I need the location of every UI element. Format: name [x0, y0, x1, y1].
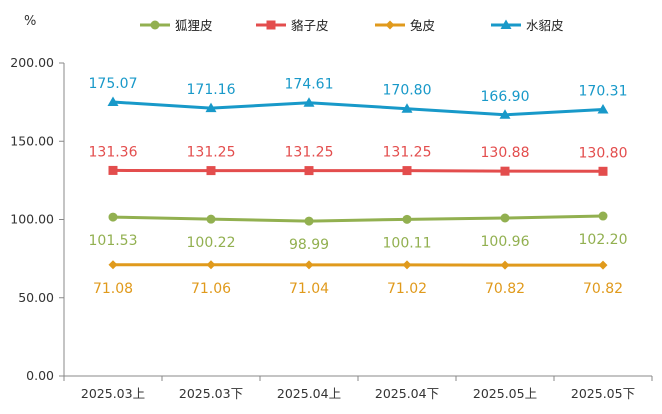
y-tick-label: 150.00 — [10, 133, 54, 148]
data-label: 100.22 — [187, 235, 236, 251]
data-label: 131.25 — [285, 145, 334, 161]
data-label: 102.20 — [579, 232, 628, 248]
legend-marker — [500, 19, 512, 29]
data-point — [500, 260, 510, 270]
data-point — [206, 260, 216, 270]
data-label: 170.31 — [579, 83, 628, 99]
data-label: 98.99 — [289, 237, 329, 253]
data-label: 100.11 — [383, 235, 432, 251]
data-label: 130.88 — [481, 145, 530, 161]
data-label: 70.82 — [485, 281, 525, 297]
x-tick-label: 2025.05下 — [571, 386, 635, 401]
data-label: 131.25 — [187, 145, 236, 161]
series-line — [112, 214, 604, 223]
data-label: 166.90 — [481, 89, 530, 105]
legend-marker — [385, 20, 395, 30]
data-point — [500, 213, 510, 223]
legend-entry-label: 貉子皮 — [291, 18, 329, 33]
legend-entry-label: 狐狸皮 — [175, 18, 213, 33]
data-point — [598, 260, 608, 270]
data-label: 70.82 — [583, 281, 623, 297]
x-tick-label: 2025.04下 — [375, 386, 439, 401]
axes: 0.00 50.00 100.00 150.00 200.00 2025.03上 2025.… — [10, 55, 653, 401]
data-point — [304, 260, 314, 270]
legend-marker — [266, 20, 276, 30]
y-tick-label: 100.00 — [10, 212, 54, 227]
data-point — [597, 103, 609, 114]
y-tick-label: 50.00 — [18, 290, 54, 305]
data-label: 175.07 — [89, 76, 138, 92]
data-point — [598, 211, 608, 221]
data-point — [499, 109, 511, 119]
data-point — [401, 103, 413, 113]
data-point — [108, 165, 118, 175]
data-point — [304, 166, 314, 176]
legend-entry-label: 兔皮 — [410, 18, 435, 33]
y-tick-label: 0.00 — [26, 368, 54, 383]
data-point — [108, 212, 118, 222]
series-line — [112, 100, 604, 117]
data-label: 131.25 — [383, 145, 432, 161]
data-point — [598, 166, 608, 176]
data-point — [402, 166, 412, 176]
series-line — [112, 168, 604, 173]
data-label: 174.61 — [285, 77, 334, 93]
y-tick-label: 200.00 — [10, 55, 54, 70]
x-tick-label: 2025.03上 — [81, 386, 145, 401]
data-point — [206, 166, 216, 176]
legend-entry-label: 水貂皮 — [526, 18, 564, 33]
data-labels: 101.53 100.22 98.99 100.11 100.96 102.20 131.3… — [89, 76, 628, 297]
data-point — [108, 260, 118, 270]
data-point — [205, 102, 217, 113]
x-tick-label: 2025.05上 — [473, 386, 537, 401]
data-label: 100.96 — [481, 234, 530, 250]
data-label: 131.36 — [89, 144, 138, 160]
data-label: 170.80 — [383, 83, 432, 99]
data-point — [303, 97, 315, 107]
data-point — [107, 96, 119, 107]
data-label: 130.80 — [579, 145, 628, 161]
x-tick-label: 2025.04上 — [277, 386, 341, 401]
legend: 狐狸皮 貉子皮 兔皮 水貂皮 — [140, 18, 564, 33]
data-label: 101.53 — [89, 233, 138, 249]
data-point — [402, 214, 412, 224]
data-point — [500, 166, 510, 176]
y-unit-label: % — [24, 14, 36, 29]
data-label: 71.08 — [93, 281, 133, 297]
x-tick-label: 2025.03下 — [179, 386, 243, 401]
data-point — [402, 260, 412, 270]
data-label: 71.06 — [191, 281, 231, 297]
data-label: 71.02 — [387, 281, 427, 297]
data-point — [304, 216, 314, 226]
data-label: 171.16 — [187, 82, 236, 98]
series-layer — [107, 96, 609, 270]
data-point — [206, 214, 216, 224]
legend-marker — [150, 20, 160, 30]
data-label: 71.04 — [289, 281, 329, 297]
